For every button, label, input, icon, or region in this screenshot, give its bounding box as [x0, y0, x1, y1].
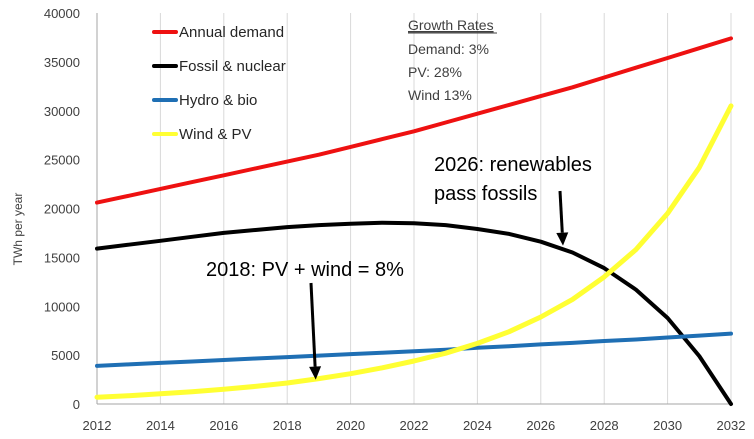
series-lines — [94, 36, 734, 406]
growth-rate-line: Wind 13% — [408, 87, 472, 103]
x-tick-label: 2018 — [273, 418, 302, 433]
x-tick-label: 2022 — [400, 418, 429, 433]
annotation-text-renewables: 2026: renewables — [434, 154, 592, 176]
legend-label-0: Annual demand — [179, 24, 284, 41]
y-tick-label: 35000 — [44, 55, 80, 70]
x-tick-label: 2016 — [209, 418, 238, 433]
tick-labels: 2012 2014 2016 2018 2020 2022 2024 2026 2028 2030… — [44, 6, 746, 433]
y-tick-label: 40000 — [44, 6, 80, 21]
x-tick-label: 2030 — [653, 418, 682, 433]
growth-rates-note: Growth Rates Demand: 3% PV: 28% Wind 13% — [408, 17, 497, 103]
y-tick-label: 10000 — [44, 299, 80, 314]
growth-rate-line: PV: 28% — [408, 64, 462, 80]
annotations: 2026: renewables pass fossils 2018: PV + w… — [206, 154, 592, 380]
annotation-text-pvwind: 2018: PV + wind = 8% — [206, 259, 404, 281]
y-axis-label: TWh per year — [11, 193, 25, 266]
annotation-arrow-head-renewables — [556, 232, 569, 246]
x-tick-label: 2024 — [463, 418, 492, 433]
annotation-arrow-shaft-renewables — [558, 190, 564, 233]
series-line-2 — [95, 331, 733, 368]
y-tick-label: 5000 — [51, 348, 80, 363]
annotation-arrow-head-pvwind — [309, 366, 322, 380]
axes — [96, 13, 731, 405]
y-tick-label: 15000 — [44, 250, 80, 265]
annotation-text-renewables: pass fossils — [434, 183, 537, 205]
y-tick-label: 0 — [73, 397, 80, 412]
x-tick-label: 2014 — [146, 418, 175, 433]
series-line-1 — [95, 220, 733, 406]
y-tick-label: 30000 — [44, 104, 80, 119]
x-tick-label: 2026 — [526, 418, 555, 433]
legend: Annual demand Fossil & nuclear Hydro & bio… — [152, 24, 286, 143]
annotation-arrow-shaft-pvwind — [309, 282, 317, 367]
x-tick-label: 2012 — [83, 418, 112, 433]
growth-rates-title: Growth Rates — [408, 17, 494, 33]
growth-rate-line: Demand: 3% — [408, 41, 489, 57]
legend-label-3: Wind & PV — [179, 126, 252, 143]
y-tick-label: 20000 — [44, 202, 80, 217]
legend-label-2: Hydro & bio — [179, 92, 257, 109]
y-tick-label: 25000 — [44, 153, 80, 168]
series-line-3 — [94, 103, 734, 400]
x-tick-label: 2028 — [590, 418, 619, 433]
x-tick-label: 2032 — [717, 418, 746, 433]
x-tick-label: 2020 — [336, 418, 365, 433]
series-line-0 — [95, 36, 733, 205]
legend-label-1: Fossil & nuclear — [179, 58, 286, 75]
